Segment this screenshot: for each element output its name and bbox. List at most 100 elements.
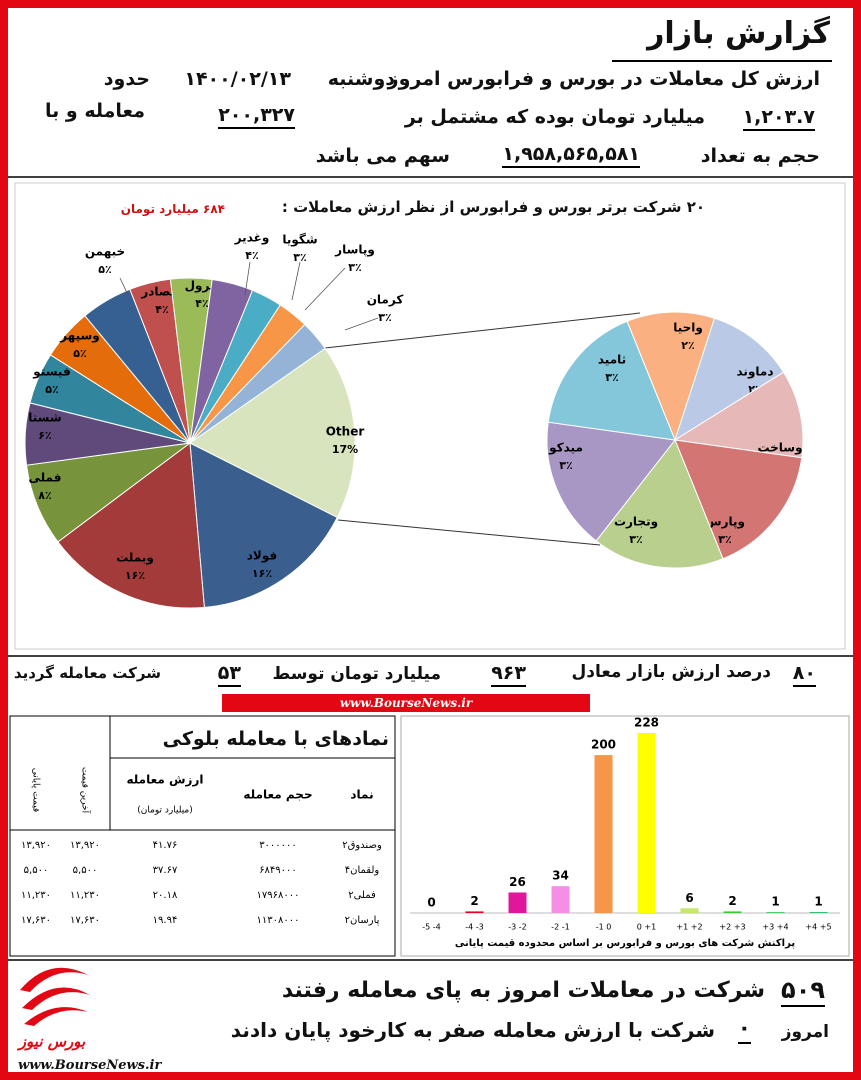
value-label: 1 [814,895,822,909]
number: ۱,۹۵۸,۵۶۵,۵۸۱ [502,143,640,168]
bar [766,912,785,913]
table-cell: ۱۷۹۶۸۰۰۰ [257,890,300,901]
leader-line [344,317,379,331]
leader-line [119,277,129,296]
connector [324,312,641,349]
table-cell: ۶۸۴۹۰۰۰ [259,865,297,876]
title: گزارش بازار [647,16,830,51]
label: شستا [28,411,61,425]
label: فیستو [32,365,70,380]
table-cell: ۱۹.۹۴ [153,915,178,926]
leader-line [244,261,251,296]
label: کرمان [367,293,404,307]
table-cell: ۳۰۰۰۰۰۰ [259,840,297,851]
label: ثامید [598,353,626,367]
table-cell: ۱۱۳۰۸۰۰۰ [257,915,300,926]
value-label: 0 [427,896,435,910]
pie-subtitle: ۶۸۴ میلیارد تومان [120,202,225,216]
table-cell: ولقمان۴ [345,865,380,876]
table-cell: ۳۷.۶۷ [153,865,178,876]
label: فملی [29,471,62,485]
weekday: دوشنبه [327,68,395,90]
pie-frame [14,182,846,650]
pie-slice [189,323,326,444]
label: واحیا [673,321,703,336]
x-tick-label: -1 0 [596,923,612,932]
label: ۱۶٪ [125,569,145,582]
pie-slice [546,421,676,542]
bar [809,912,828,913]
table-header: قیمت پایانی [31,768,41,812]
bar [680,908,699,913]
x-tick-label: 0 +1 [637,923,656,932]
table-cell: ۴۱.۷۶ [153,840,178,851]
table-cell: ۱۷,۶۳۰ [70,915,100,926]
x-tick-label: +3 +4 [762,923,788,932]
bar [465,911,484,913]
logo-text: بورس نیوز [17,1033,86,1051]
bar-frame [400,715,850,957]
label: وپارس [705,515,745,530]
value-label: 228 [634,716,659,730]
table-cell: وصندوق۲ [342,840,382,851]
bar [551,886,570,913]
connector [337,519,601,546]
label: ۵٪ [45,383,58,396]
text: امروز [781,1022,829,1042]
label: ۳٪ [605,371,618,384]
value-label: 2 [470,894,478,908]
label: وبملت [116,551,154,566]
x-axis-title: پراکنش شرکت های بورس و فرابورس بر اساس م… [455,938,795,949]
pie-slice [57,442,205,609]
value-label: 34 [552,869,569,883]
table-cell: ۱۷,۶۳۰ [21,915,51,926]
site: www.BourseNews.ir [18,1058,162,1073]
label: فولاد [247,549,277,564]
logo [20,967,90,1026]
value-label: 26 [509,875,526,889]
pie-title: ۲۰ شرکت برتر بورس و فرابورس از نظر ارزش … [281,198,705,216]
table-header: ارزش معامله [127,773,204,787]
text: شرکت معامله گردید [13,664,161,682]
label: ۱۶٪ [252,567,272,580]
x-tick-label: -4 -3 [465,923,484,932]
pie-slice [189,347,356,519]
label: وسپهر [59,329,100,344]
x-tick-label: +2 +3 [719,923,745,932]
x-tick-label: -2 -1 [551,923,570,932]
number: ۵۰۹ [781,976,825,1007]
text: ارزش کل معاملات در بورس و فرابورس امروز [387,68,820,90]
text: معامله و با [45,100,145,122]
label: ۳٪ [378,311,391,324]
table-cell: ۱۳,۹۲۰ [21,840,51,851]
label: ۲٪ [681,339,694,352]
bar [637,733,656,913]
label: ۳٪ [718,533,731,546]
label: ۳٪ [348,261,361,274]
label: 17% [332,443,358,456]
table-header: آخرین قیمت [80,767,92,814]
pie-slice [626,311,716,442]
banner: www.BourseNews.ir [222,694,590,712]
label: ۳٪ [559,459,572,472]
label: ۸٪ [38,489,51,502]
pie-slice [595,439,724,569]
label: دماوند [737,365,774,380]
label: خبهمن [85,245,125,259]
text: میلیارد تومان توسط [272,664,442,684]
label: ۴٪ [195,297,208,310]
bar [508,892,527,913]
value-label: 2 [728,894,736,908]
text: شرکت در معاملات امروز به پای معامله رفتن… [281,978,765,1003]
table-cell: پارسان۲ [345,915,380,926]
x-tick-label: +4 +5 [805,923,831,932]
table-cell: ۵,۵۰۰ [73,865,98,876]
leader-line [291,261,301,301]
bar [723,911,742,913]
table-cell: ۵,۵۰۰ [24,865,49,876]
number: ۸۰ [792,662,816,687]
value-label: 1 [771,895,779,909]
label: ۵٪ [98,263,111,276]
label: وغدیر [234,231,270,246]
